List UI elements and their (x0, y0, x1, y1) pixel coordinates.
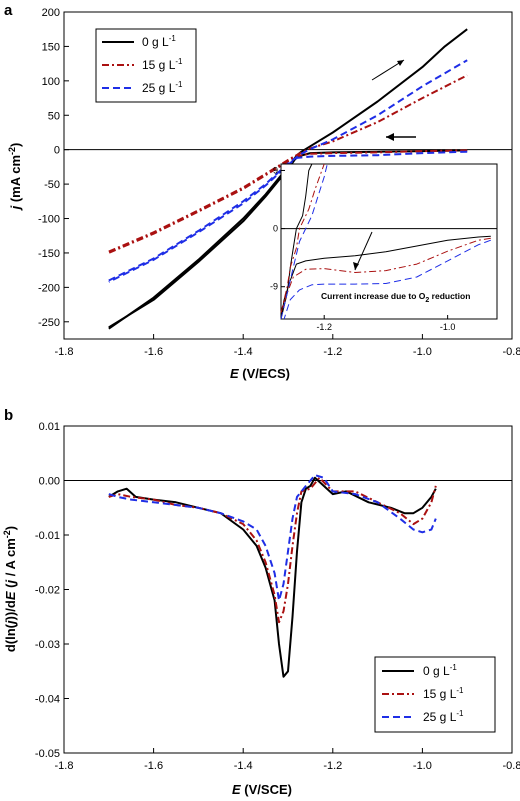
inset-ytick-label: 9 (273, 165, 278, 175)
b-ytick-label: -0.05 (35, 748, 60, 760)
inset-xtick-label: -1.2 (316, 322, 332, 332)
inset-xtick-label: -1.0 (440, 322, 456, 332)
inset-series-forward-2 (280, 163, 328, 320)
panel-a-inset: -1.2 -1.0 9 0 -9 Current increase due to O2… (270, 163, 498, 332)
panel-a-series-forward-1 (108, 74, 468, 253)
a-ytick-label: -50 (44, 179, 60, 191)
b-xtick-label: -1.0 (413, 760, 432, 772)
legend-b-label-15g: 15 g L-1 (423, 686, 464, 701)
a-xtick-label: -1.2 (323, 346, 342, 358)
a-ytick-label: 200 (42, 7, 60, 19)
panel-b-y-axis-title: d(ln(j))/dE (j / A cm-2) (2, 526, 18, 652)
legend-b-label-0g: 0 g L-1 (423, 663, 457, 678)
panel-a-series (108, 28, 468, 330)
panel-a-series-forward-2 (108, 59, 468, 282)
b-ytick-label: -0.03 (35, 639, 60, 651)
panel-a-series-reverse-1 (108, 149, 468, 254)
a-ytick-label: 0 (54, 145, 60, 157)
b-ytick-label: -0.02 (35, 585, 60, 597)
panel-b-series-2 (108, 474, 437, 602)
legend-b-label-25g: 25 g L-1 (423, 709, 464, 724)
panel-a: a -1.8 -1.6 -1.4 -1.2 -1.0 -0.8 -250-200-150-… (4, 2, 520, 381)
a-ytick-label: 100 (42, 76, 60, 88)
b-ytick-label: -0.04 (35, 694, 60, 706)
panel-a-series-reverse-2 (108, 150, 468, 283)
panel-a-y-axis-title: j (mA cm-2) (7, 143, 23, 212)
a-ytick-label: -100 (38, 214, 60, 226)
b-xtick-label: -1.2 (323, 760, 342, 772)
inset-x-ticks: -1.2 -1.0 (316, 315, 455, 332)
b-xtick-label: -1.6 (144, 760, 163, 772)
b-ytick-label: -0.01 (35, 530, 60, 542)
panel-a-y-ticks: -250 -200 -150 -100 -50 0 50 100 150 200 (38, 7, 69, 329)
inset-y-ticks: 9 0 -9 (270, 165, 285, 292)
panel-a-plot-area (63, 11, 513, 340)
forward-arrowhead-icon (397, 60, 404, 66)
legend-label-0g: 0 g L-1 (142, 34, 176, 49)
inset-series (280, 163, 491, 320)
panel-b-y-ticks: 0.01 0.00 -0.01 -0.02 -0.03 -0.04 -0.05 (35, 421, 69, 760)
legend-label-25g: 25 g L-1 (142, 80, 183, 95)
panel-b-label: b (4, 407, 13, 424)
a-ytick-label: 50 (48, 110, 60, 122)
panel-a-x-ticks: -1.8 -1.6 -1.4 -1.2 -1.0 -0.8 (55, 334, 520, 358)
panel-b-series-0 (108, 476, 437, 678)
a-xtick-label: -0.8 (503, 346, 520, 358)
b-xtick-label: -1.4 (234, 760, 253, 772)
panel-b-series-1 (108, 476, 437, 624)
inset-arrowhead-icon (353, 262, 359, 270)
a-xtick-label: -1.0 (413, 346, 432, 358)
a-ytick-label: -150 (38, 248, 60, 260)
panel-b-legend-box (374, 656, 496, 733)
b-xtick-label: -1.8 (55, 760, 74, 772)
a-xtick-label: -1.6 (144, 346, 163, 358)
b-ytick-label: 0.01 (39, 421, 60, 433)
panel-a-legend: 0 g L-1 15 g L-1 25 g L-1 (95, 28, 197, 103)
inset-series-reverse-1 (280, 237, 491, 313)
inset-series-forward-1 (280, 163, 325, 313)
panel-a-x-axis-title: E (V/ECS) (230, 366, 290, 381)
inset-ytick-label: 0 (273, 224, 278, 234)
a-ytick-label: -250 (38, 317, 60, 329)
panel-b-series (108, 474, 437, 678)
a-xtick-label: -1.4 (234, 346, 253, 358)
legend-label-15g: 15 g L-1 (142, 57, 183, 72)
panel-b-legend: 0 g L-1 15 g L-1 25 g L-1 (374, 656, 496, 733)
panel-b-x-axis-title: E (V/SCE) (232, 782, 292, 797)
b-xtick-label: -0.8 (503, 760, 520, 772)
inset-series-reverse-2 (283, 239, 491, 320)
inset-series-forward-0 (280, 163, 313, 320)
panel-b: b -1.8 -1.6 -1.4 -1.2 -1.0 -0.8 0.01 0.00 -0.01… (2, 407, 520, 797)
reverse-arrowhead-icon (386, 133, 394, 141)
a-xtick-label: -1.8 (55, 346, 74, 358)
panel-a-label: a (4, 2, 13, 19)
a-ytick-label: 150 (42, 41, 60, 53)
inset-ytick-label: -9 (270, 282, 278, 292)
b-ytick-label: 0.00 (39, 476, 60, 488)
panel-a-series-reverse-0 (108, 149, 468, 329)
inset-annotation: Current increase due to O2 reduction (321, 291, 470, 304)
a-ytick-label: -200 (38, 282, 60, 294)
panel-b-x-ticks: -1.8 -1.6 -1.4 -1.2 -1.0 -0.8 (55, 748, 520, 772)
inset-plot-area (280, 163, 498, 320)
